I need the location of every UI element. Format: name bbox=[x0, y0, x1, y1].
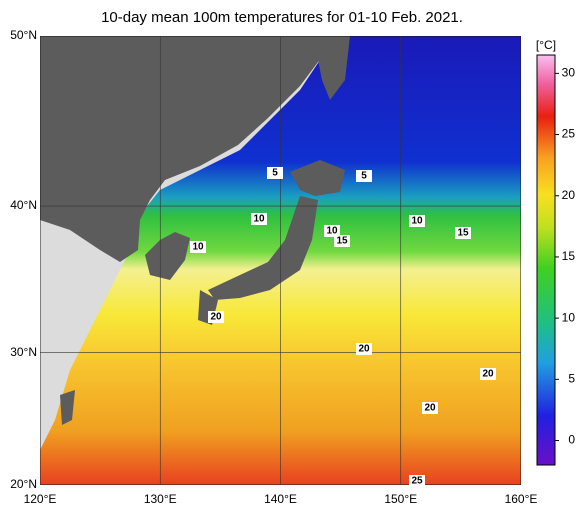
contour-label: 5 bbox=[361, 171, 367, 182]
lat-label: 40°N bbox=[10, 198, 37, 212]
honshu bbox=[208, 196, 318, 300]
title: 10-day mean 100m temperatures for 01-10 … bbox=[101, 9, 463, 26]
contour-label-box bbox=[356, 343, 372, 355]
contour-label: 20 bbox=[424, 403, 436, 414]
contour-label-box bbox=[409, 215, 425, 227]
contour-label: 10 bbox=[411, 216, 423, 227]
contour-label-box bbox=[267, 167, 283, 179]
sakhalin bbox=[300, 36, 350, 100]
land-north bbox=[40, 36, 330, 262]
colorbar-tick-label: 10 bbox=[562, 310, 576, 324]
lon-label: 130°E bbox=[144, 492, 177, 506]
lon-label: 150°E bbox=[384, 492, 417, 506]
contour-label: 10 bbox=[326, 226, 338, 237]
contour-label-box bbox=[409, 475, 425, 485]
korea bbox=[145, 232, 190, 280]
colorbar-tick-label: 5 bbox=[568, 372, 575, 386]
colorbar-tick-label: 0 bbox=[568, 433, 575, 447]
contour-label-box bbox=[480, 368, 496, 380]
contour-label-box bbox=[190, 241, 206, 253]
lat-label: 50°N bbox=[10, 28, 37, 42]
lon-label: 140°E bbox=[264, 492, 297, 506]
lon-label: 160°E bbox=[505, 492, 538, 506]
contour-label: 10 bbox=[192, 242, 204, 253]
contour-label-box bbox=[422, 402, 438, 414]
contour-label: 20 bbox=[358, 344, 370, 355]
contour-label-box bbox=[324, 225, 340, 237]
colorbar-unit: [°C] bbox=[536, 38, 556, 52]
contour-label: 15 bbox=[336, 236, 348, 247]
hokkaido bbox=[290, 160, 345, 196]
colorbar-tick-label: 20 bbox=[562, 188, 576, 202]
contour-label: 25 bbox=[411, 476, 423, 487]
colorbar-tick-label: 30 bbox=[562, 66, 576, 80]
contour-label-box bbox=[356, 170, 372, 182]
contour-label: 20 bbox=[210, 312, 222, 323]
contour-label: 5 bbox=[272, 168, 278, 179]
colorbar-tick-label: 15 bbox=[562, 249, 576, 263]
contour-label-box bbox=[251, 213, 267, 225]
contour-label-box bbox=[208, 311, 224, 323]
colorbar bbox=[536, 54, 556, 466]
contour-label: 10 bbox=[253, 214, 265, 225]
colorbar-tick-label: 25 bbox=[562, 127, 576, 141]
lat-label: 20°N bbox=[10, 477, 37, 491]
contour-label-box bbox=[334, 235, 350, 247]
contour-label: 15 bbox=[457, 228, 469, 239]
lat-label: 30°N bbox=[10, 345, 37, 359]
lon-label: 120°E bbox=[24, 492, 57, 506]
taiwan bbox=[60, 390, 75, 425]
contour-label: 20 bbox=[482, 369, 494, 380]
contour-label-box bbox=[455, 227, 471, 239]
